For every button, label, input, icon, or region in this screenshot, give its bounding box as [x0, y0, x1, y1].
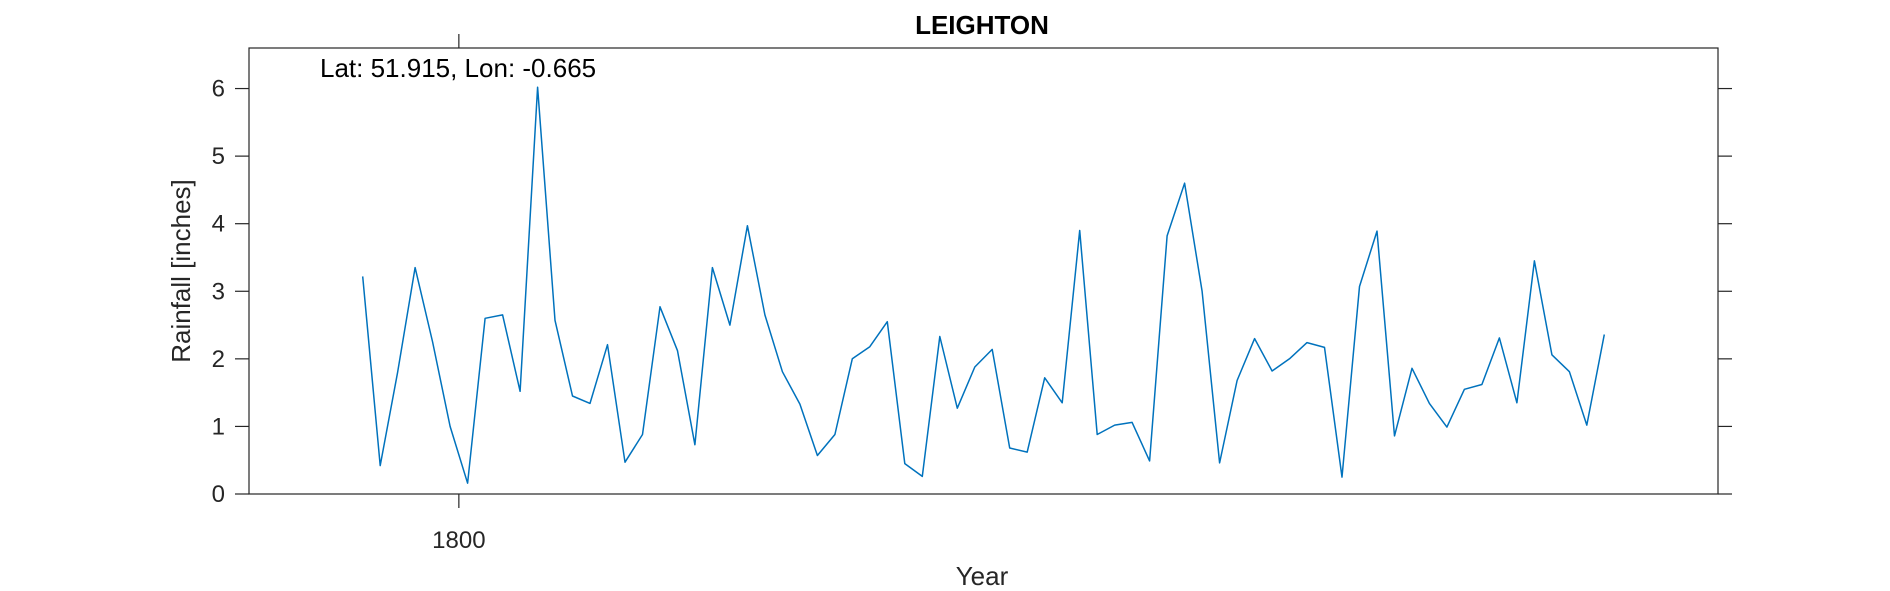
- y-tick-label: 1: [212, 413, 225, 440]
- y-axis-label: Rainfall [inches]: [166, 179, 196, 363]
- x-tick-label: 1800: [432, 527, 485, 554]
- y-tick-labels: 0 1 2 3 4 5 6: [212, 76, 225, 508]
- y-tick-label: 2: [212, 346, 225, 373]
- y-tick-label: 5: [212, 143, 225, 170]
- x-axis-label: Year: [956, 561, 1009, 591]
- series-line-0: [361, 86, 1606, 484]
- location-annotation: Lat: 51.915, Lon: -0.665: [320, 53, 596, 83]
- y-tick-label: 0: [212, 481, 225, 508]
- y-tick-label: 6: [212, 76, 225, 103]
- y-tick-label: 3: [212, 278, 225, 305]
- y-tick-label: 4: [212, 211, 225, 238]
- chart-title: LEIGHTON: [915, 10, 1049, 40]
- plot-frame: [248, 47, 1719, 495]
- axis-ticks: [235, 34, 1732, 508]
- series-group: [361, 86, 1606, 484]
- x-tick-labels: 1800: [432, 527, 485, 554]
